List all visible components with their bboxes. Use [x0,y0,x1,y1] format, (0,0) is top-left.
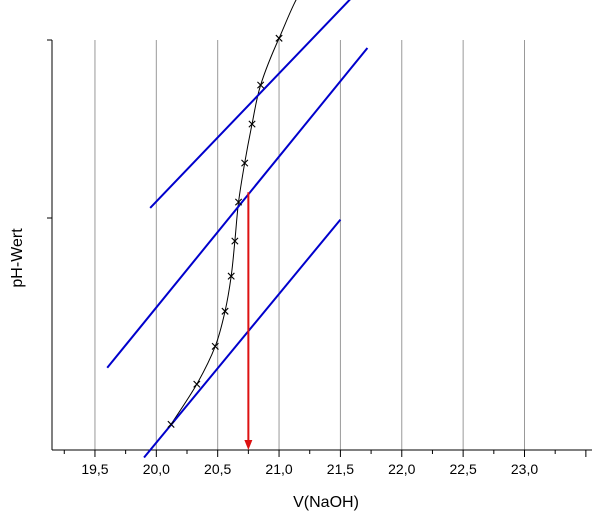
tangent-line [106,47,369,369]
x-tick-label: 20,5 [204,461,231,477]
x-tick-label: 22,5 [450,461,477,477]
label-layer: 19,5 20,0 20,5 21,0 21,5 22,0 22,5 23,0 [81,461,538,477]
x-tick-label: 19,5 [81,461,108,477]
x-tick-label: 22,0 [388,461,415,477]
data-point-marker [167,420,175,428]
x-tick-label: 21,5 [327,461,354,477]
x-axis-title: V(NaOH) [293,494,359,511]
grid-layer [94,40,525,450]
data-point-marker [227,272,235,280]
equivalence-arrow-head [244,440,253,450]
x-tick-label: 21,0 [265,461,292,477]
tangent-line [149,0,351,209]
data-point-marker [241,159,249,167]
data-point-marker [275,34,283,42]
data-point-marker [193,380,201,388]
axes-layer [47,39,592,457]
titration-curve [170,0,297,425]
data-point-marker [221,307,229,315]
data-point-marker [248,120,256,128]
x-tick-label: 23,0 [511,461,538,477]
data-point-marker [231,237,239,245]
tangent-layer [106,0,369,459]
data-point-marker [211,342,219,350]
marker-layer [167,34,283,450]
data-point-marker [257,81,265,89]
y-axis-title: pH-Wert [9,228,26,288]
tangent-line [143,218,342,459]
curve-layer [170,0,297,425]
x-tick-label: 20,0 [143,461,170,477]
data-point-marker [234,198,243,206]
